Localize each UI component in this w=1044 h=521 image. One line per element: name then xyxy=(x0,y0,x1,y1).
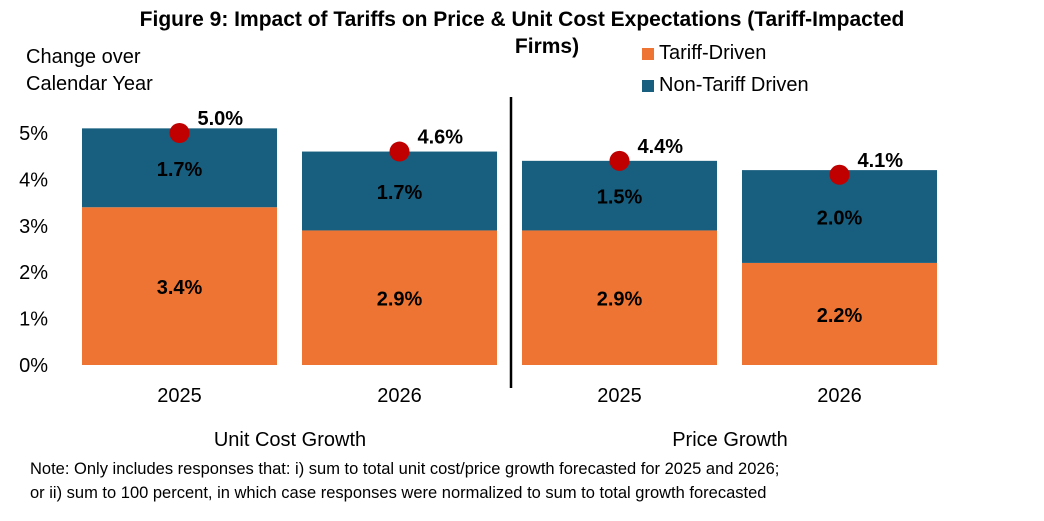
legend-swatch xyxy=(642,79,654,92)
y-tick-label: 1% xyxy=(19,309,48,331)
bar-data-label: 2.0% xyxy=(817,208,863,230)
bar-data-label: 2.9% xyxy=(377,289,423,311)
total-data-label: 5.0% xyxy=(198,108,244,130)
y-tick-label: 0% xyxy=(19,355,48,377)
bar-data-label: 1.5% xyxy=(597,187,643,209)
legend-item-tariff-driven: Tariff-Driven xyxy=(642,42,766,65)
total-data-label: 4.1% xyxy=(858,150,904,172)
total-marker xyxy=(609,150,630,171)
chart-title: Figure 9: Impact of Tariffs on Price & U… xyxy=(0,6,1044,60)
legend-label: Non-Tariff Driven xyxy=(659,74,809,96)
y-tick-label: 2% xyxy=(19,262,48,284)
total-data-label: 4.6% xyxy=(418,127,464,149)
total-marker xyxy=(169,123,190,143)
total-data-label: 4.4% xyxy=(638,136,684,158)
y-tick-label: 3% xyxy=(19,216,48,238)
bar-data-label: 1.7% xyxy=(157,159,203,181)
bar-data-label: 2.9% xyxy=(597,289,643,311)
title-line-1: Figure 9: Impact of Tariffs on Price & U… xyxy=(139,8,905,31)
legend-item-non-tariff-driven: Non-Tariff Driven xyxy=(642,74,809,97)
y-axis-label: Change over Calendar Year xyxy=(26,44,153,98)
y-axis-label-line-1: Change over xyxy=(26,46,141,68)
x-tick-label: 2026 xyxy=(377,385,422,407)
x-tick-label: 2025 xyxy=(157,385,202,407)
bar-data-label: 2.2% xyxy=(817,305,863,327)
x-tick-label: 2025 xyxy=(597,385,642,407)
bar-non-tariff xyxy=(742,170,937,263)
title-line-2: Firms) xyxy=(514,35,580,58)
bar-non-tariff xyxy=(522,160,717,231)
bar-data-label: 3.4% xyxy=(157,277,203,299)
legend-label: Tariff-Driven xyxy=(659,42,767,64)
bar-non-tariff xyxy=(302,151,497,231)
total-marker xyxy=(389,141,410,162)
chart-note: Note: Only includes responses that: i) s… xyxy=(30,457,779,505)
y-tick-label: 4% xyxy=(19,169,48,191)
bar-data-label: 1.7% xyxy=(377,182,423,204)
legend-swatch xyxy=(642,47,654,60)
total-marker xyxy=(829,164,850,185)
bar-tariff xyxy=(522,230,717,365)
note-line-2: or ii) sum to 100 percent, in which case… xyxy=(30,484,767,502)
y-axis-label-line-2: Calendar Year xyxy=(26,73,153,95)
note-line-1: Note: Only includes responses that: i) s… xyxy=(30,460,780,478)
y-tick-label: 5% xyxy=(19,123,48,145)
x-tick-label: 2026 xyxy=(817,385,862,407)
group-label: Unit Cost Growth xyxy=(214,429,366,451)
bar-tariff xyxy=(742,262,937,365)
bar-tariff xyxy=(302,230,497,365)
group-label: Price Growth xyxy=(672,429,788,451)
bar-tariff xyxy=(82,207,277,365)
